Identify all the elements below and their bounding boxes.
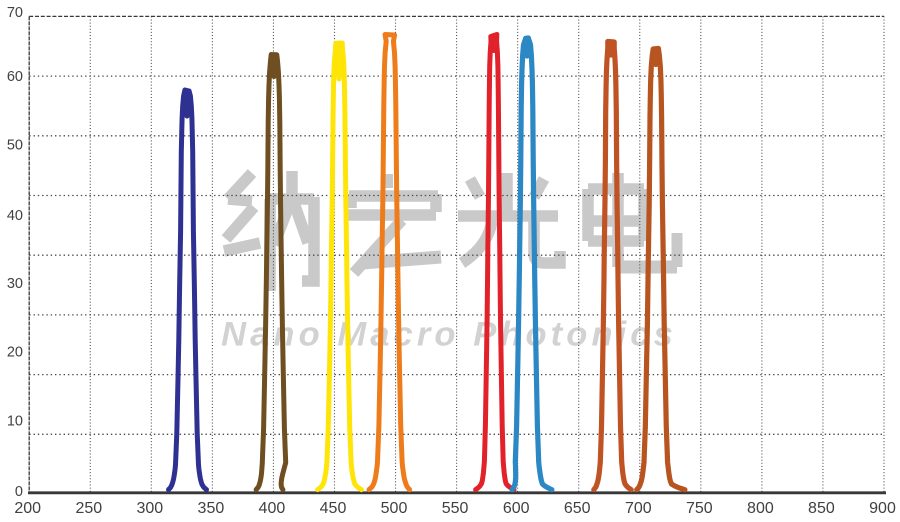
svg-text:700: 700 xyxy=(625,500,652,517)
svg-text:70: 70 xyxy=(7,5,23,21)
svg-text:850: 850 xyxy=(808,500,835,517)
svg-text:450: 450 xyxy=(320,500,347,517)
svg-text:300: 300 xyxy=(136,500,163,517)
svg-text:250: 250 xyxy=(75,500,102,517)
svg-text:350: 350 xyxy=(198,500,225,517)
svg-text:400: 400 xyxy=(259,500,286,517)
svg-text:500: 500 xyxy=(381,500,408,517)
svg-text:650: 650 xyxy=(564,500,591,517)
svg-text:Nano Macro Photonics: Nano Macro Photonics xyxy=(221,316,677,354)
svg-text:600: 600 xyxy=(503,500,530,517)
svg-text:40: 40 xyxy=(7,208,23,224)
svg-text:750: 750 xyxy=(686,500,713,517)
svg-text:20: 20 xyxy=(7,345,23,361)
svg-text:0: 0 xyxy=(15,484,23,500)
svg-text:800: 800 xyxy=(747,500,774,517)
svg-text:60: 60 xyxy=(7,69,23,85)
svg-text:200: 200 xyxy=(14,500,41,517)
svg-text:900: 900 xyxy=(869,500,896,517)
svg-text:30: 30 xyxy=(7,276,23,292)
svg-text:50: 50 xyxy=(7,138,23,154)
svg-text:10: 10 xyxy=(7,414,23,430)
svg-text:550: 550 xyxy=(442,500,469,517)
